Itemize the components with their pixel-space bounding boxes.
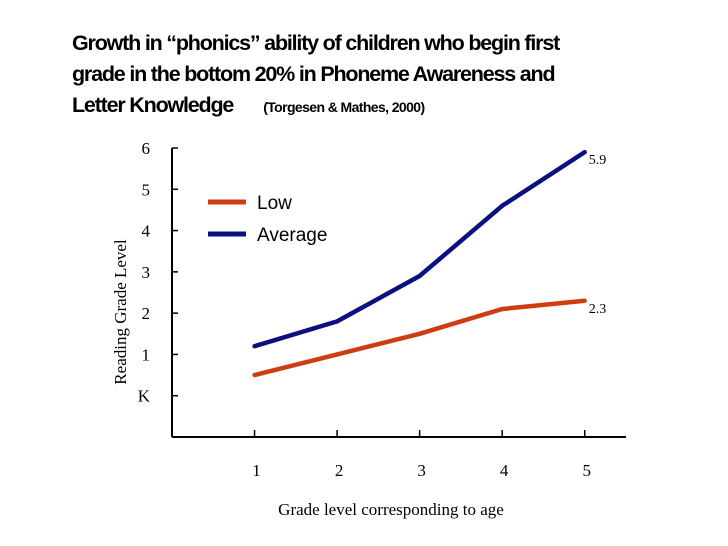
- data-label-low: 2.3: [589, 302, 607, 317]
- x-tick-label: 1: [252, 461, 261, 480]
- title-line-3-text: Letter Knowledge: [72, 93, 234, 117]
- legend-label-low: Low: [257, 193, 292, 214]
- data-point-low: [582, 298, 587, 303]
- data-point-average: [499, 203, 505, 208]
- data-point-low: [252, 372, 257, 378]
- title-line-1: Growth in “phonics” ability of children …: [72, 31, 560, 55]
- chart-data-labels: 2.3 5.9: [589, 153, 607, 317]
- data-point-average: [252, 343, 257, 349]
- x-tick-label: 5: [582, 461, 591, 480]
- data-point-low: [417, 331, 422, 336]
- data-point-average: [582, 149, 587, 155]
- title-line-2: grade in the bottom 20% in Phoneme Aware…: [72, 62, 556, 86]
- x-axis-title: Grade level corresponding to age: [278, 500, 504, 519]
- title-line-3: Letter Knowledge (Torgesen & Mathes, 2000…: [72, 90, 712, 123]
- series-line-low: [253, 298, 585, 378]
- y-tick-label: 1: [142, 345, 151, 364]
- data-label-average: 5.9: [589, 153, 607, 168]
- y-tick-label: 3: [142, 263, 151, 282]
- data-point-low: [499, 306, 505, 312]
- chart-series: [252, 149, 587, 378]
- data-point-low: [334, 352, 340, 357]
- y-tick-label: 6: [142, 139, 151, 158]
- y-tick-label: 5: [142, 180, 151, 199]
- chart-axes: [171, 148, 626, 438]
- x-tick-label: 4: [500, 461, 509, 480]
- y-tick-label: 4: [142, 222, 151, 241]
- title-citation: (Torgesen & Mathes, 2000): [263, 99, 425, 115]
- series-line-average: [253, 150, 586, 349]
- chart-title: Growth in “phonics” ability of children …: [72, 28, 712, 123]
- chart-ticks: K 1 2 3 4 5 6 1 2 3 4 5: [138, 139, 591, 480]
- y-axis-title: Reading Grade Level: [111, 239, 130, 385]
- data-point-average: [334, 319, 340, 324]
- y-tick-label: 2: [142, 304, 151, 323]
- x-tick-label: 3: [417, 461, 426, 480]
- chart-legend: Low Average: [208, 193, 327, 246]
- y-tick-label: K: [138, 387, 151, 406]
- data-point-average: [417, 273, 422, 279]
- x-tick-label: 2: [335, 461, 344, 480]
- legend-label-average: Average: [257, 225, 327, 246]
